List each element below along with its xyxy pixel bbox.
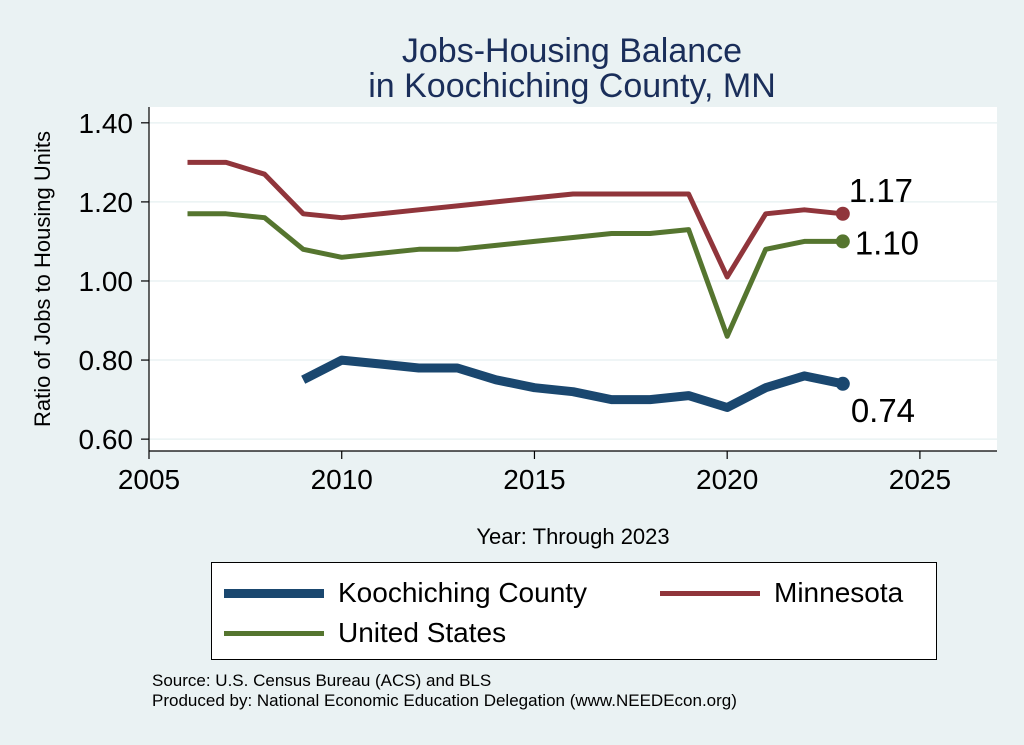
legend-item-minnesota: Minnesota bbox=[660, 575, 903, 611]
end-marker-koochiching bbox=[835, 376, 850, 391]
legend-swatch-minnesota bbox=[660, 590, 760, 596]
legend-item-united-states: United States bbox=[224, 615, 506, 651]
legend: Koochiching County Minnesota United Stat… bbox=[211, 562, 937, 660]
y-tick-label-0: 0.60 bbox=[79, 424, 134, 455]
gridlines bbox=[149, 122, 997, 440]
x-tick-label-1: 2010 bbox=[311, 464, 373, 495]
y-tick-label-2: 1.00 bbox=[79, 266, 134, 297]
axes: 0.60 0.80 1.00 1.20 1.40 2005 2010 2015 2020 2025 bbox=[79, 107, 997, 495]
y-axis-label: Ratio of Jobs to Housing Units bbox=[30, 131, 55, 427]
y-tick-label-3: 1.20 bbox=[79, 187, 134, 218]
series-line-koochiching bbox=[301, 355, 844, 412]
series-line-minnesota bbox=[187, 159, 844, 280]
x-tick-label-2: 2015 bbox=[503, 464, 565, 495]
legend-label-united-states: United States bbox=[338, 617, 507, 648]
end-labels: 0.74 1.17 1.10 bbox=[849, 172, 919, 429]
x-tick-label-3: 2020 bbox=[696, 464, 758, 495]
source-note: Source: U.S. Census Bureau (ACS) and BLS bbox=[152, 671, 492, 690]
series-line-united_states bbox=[187, 211, 843, 339]
y-tick-label-4: 1.40 bbox=[79, 108, 134, 139]
x-tick-label-0: 2005 bbox=[118, 464, 180, 495]
x-axis-label: Year: Through 2023 bbox=[476, 524, 669, 549]
end-label-koochiching: 0.74 bbox=[851, 392, 915, 429]
end-marker-united_states bbox=[835, 234, 850, 249]
chart-title-line-1: Jobs-Housing Balance bbox=[401, 32, 743, 70]
chart-title-line-2: in Koochiching County, MN bbox=[368, 67, 776, 105]
legend-swatch-koochiching bbox=[224, 588, 324, 598]
series-lines bbox=[187, 159, 850, 412]
x-tick-label-4: 2025 bbox=[889, 464, 951, 495]
end-marker-minnesota bbox=[835, 206, 850, 221]
legend-label-minnesota: Minnesota bbox=[774, 577, 904, 608]
legend-item-koochiching: Koochiching County bbox=[224, 575, 587, 611]
producer-note: Produced by: National Economic Education… bbox=[152, 691, 737, 710]
y-tick-label-1: 0.80 bbox=[79, 345, 134, 376]
legend-swatch-united-states bbox=[224, 630, 324, 636]
end-label-united_states: 1.10 bbox=[855, 224, 919, 261]
end-label-minnesota: 1.17 bbox=[849, 172, 913, 209]
legend-label-koochiching: Koochiching County bbox=[338, 577, 588, 608]
